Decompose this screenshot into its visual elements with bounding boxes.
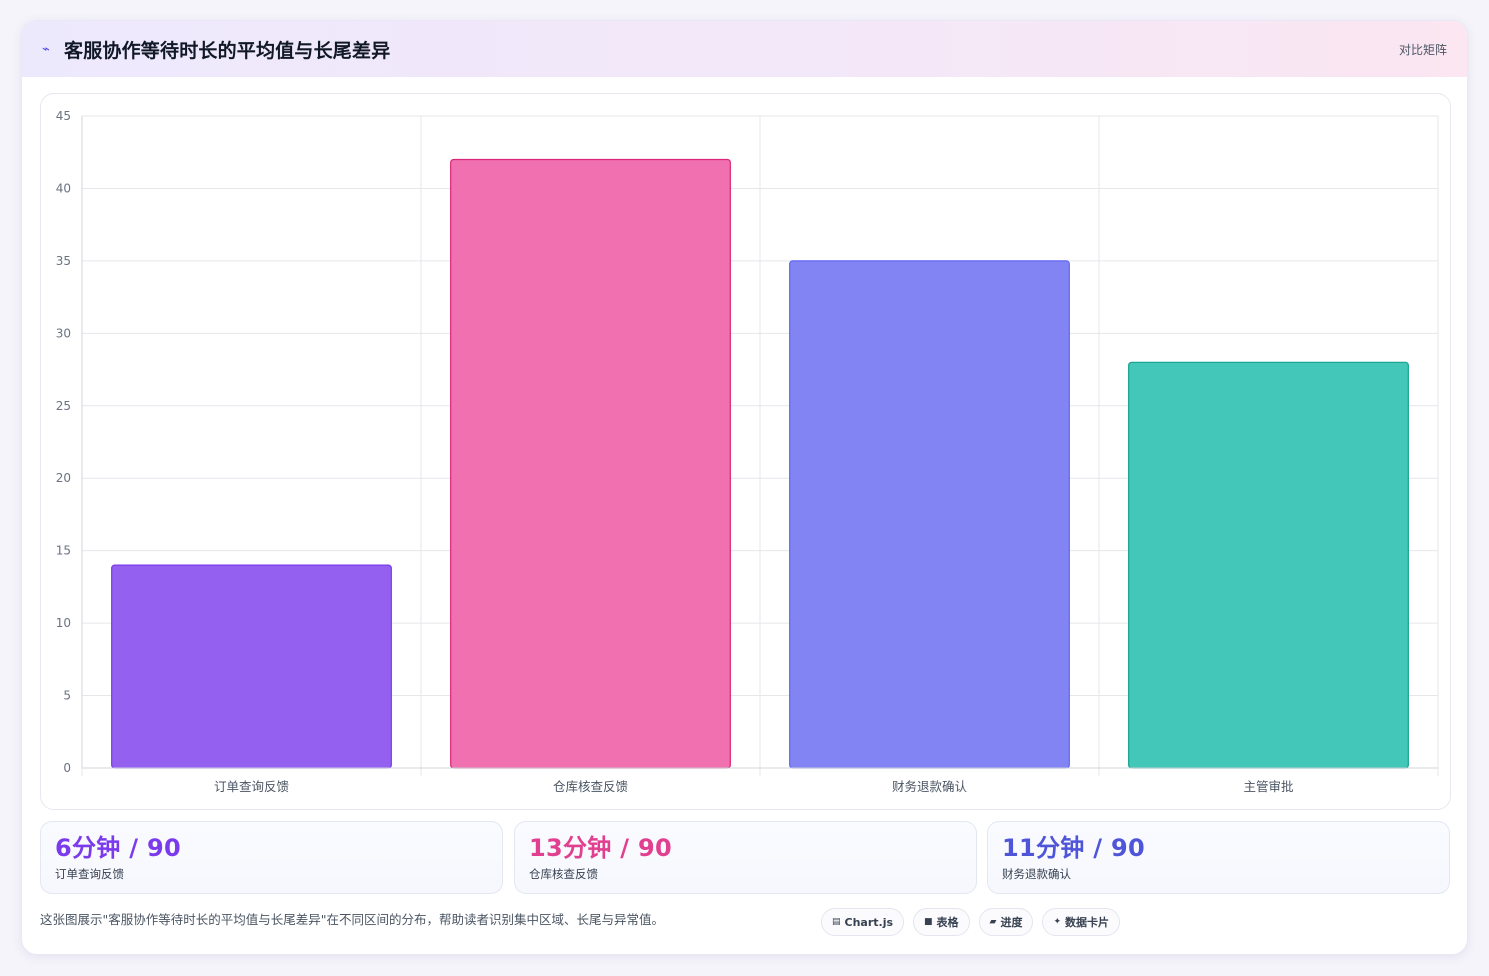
- bar: [789, 260, 1070, 769]
- tag-label: Chart.js: [844, 915, 894, 929]
- bar: [111, 564, 392, 769]
- stat-value: 11分钟 / 90: [1002, 834, 1145, 862]
- title-wrap: ⌁ 客服协作等待时长的平均值与长尾差异: [42, 36, 390, 63]
- chart-icon: ▤: [832, 917, 841, 927]
- stat-label: 财务退款确认: [1002, 867, 1071, 881]
- stat-card-finance: 11分钟 / 90 财务退款确认: [987, 821, 1450, 894]
- y-tick-label: 40: [56, 181, 71, 195]
- page-title: 客服协作等待时长的平均值与长尾差异: [64, 39, 391, 62]
- chart-description: 这张图展示"客服协作等待时长的平均值与长尾差异"在不同区间的分布，帮助读者识别集…: [40, 912, 665, 927]
- progress-icon: ▰: [989, 917, 997, 927]
- y-tick-label: 45: [56, 109, 71, 123]
- compare-matrix-link[interactable]: 对比矩阵: [1398, 42, 1447, 57]
- y-tick-label: 25: [56, 399, 71, 413]
- y-tick-label: 0: [63, 761, 71, 775]
- tag-data-card[interactable]: ✦ 数据卡片: [1042, 908, 1121, 936]
- bar-chart: 0 5 10 15 20 25 30 35 40 45 订单查询反馈 仓库核查反馈 财务退款确认 主管审批: [56, 109, 1439, 794]
- x-tick-label: 订单查询反馈: [214, 779, 289, 794]
- y-tick-label: 20: [56, 471, 71, 485]
- y-tick-label: 35: [56, 254, 71, 268]
- bar: [450, 158, 731, 769]
- x-tick-label: 仓库核查反馈: [553, 779, 628, 794]
- tag-label: 数据卡片: [1065, 916, 1110, 929]
- table-icon: ■: [924, 917, 933, 927]
- bar: [1128, 361, 1409, 769]
- tag-table[interactable]: ■ 表格: [913, 908, 970, 936]
- stat-label: 订单查询反馈: [55, 867, 124, 881]
- y-tick-label: 5: [63, 689, 71, 703]
- stat-card-order: 6分钟 / 90 订单查询反馈: [40, 821, 503, 894]
- tag-progress[interactable]: ▰ 进度: [978, 908, 1034, 936]
- tag-chartjs[interactable]: ▤ Chart.js: [821, 908, 905, 936]
- chart-area: 0 5 10 15 20 25 30 35 40 45 订单查询反馈 仓库核查反馈 财务退款确认 主管审批: [40, 93, 1451, 810]
- tag-list: ▤ Chart.js ■ 表格 ▰ 进度 ✦ 数据卡片: [821, 908, 1121, 936]
- tag-label: 表格: [936, 916, 959, 929]
- trend-line-icon: ⌁: [42, 41, 50, 57]
- x-tick-label: 财务退款确认: [892, 779, 968, 794]
- stat-card-warehouse: 13分钟 / 90 仓库核查反馈: [514, 821, 977, 894]
- stat-value: 6分钟 / 90: [55, 834, 181, 862]
- sparkle-icon: ✦: [1053, 917, 1062, 927]
- y-tick-label: 15: [56, 544, 71, 558]
- tag-label: 进度: [1000, 916, 1023, 929]
- chart-card: ⌁ 客服协作等待时长的平均值与长尾差异 对比矩阵 0 5 10 15 20 25 30 35 4…: [21, 20, 1468, 955]
- y-tick-label: 10: [56, 616, 71, 630]
- y-tick-label: 30: [56, 326, 71, 340]
- card-header: ⌁ 客服协作等待时长的平均值与长尾差异 对比矩阵: [22, 21, 1467, 77]
- stat-value: 13分钟 / 90: [529, 834, 672, 862]
- stat-label: 仓库核查反馈: [529, 867, 598, 881]
- x-tick-label: 主管审批: [1243, 779, 1293, 794]
